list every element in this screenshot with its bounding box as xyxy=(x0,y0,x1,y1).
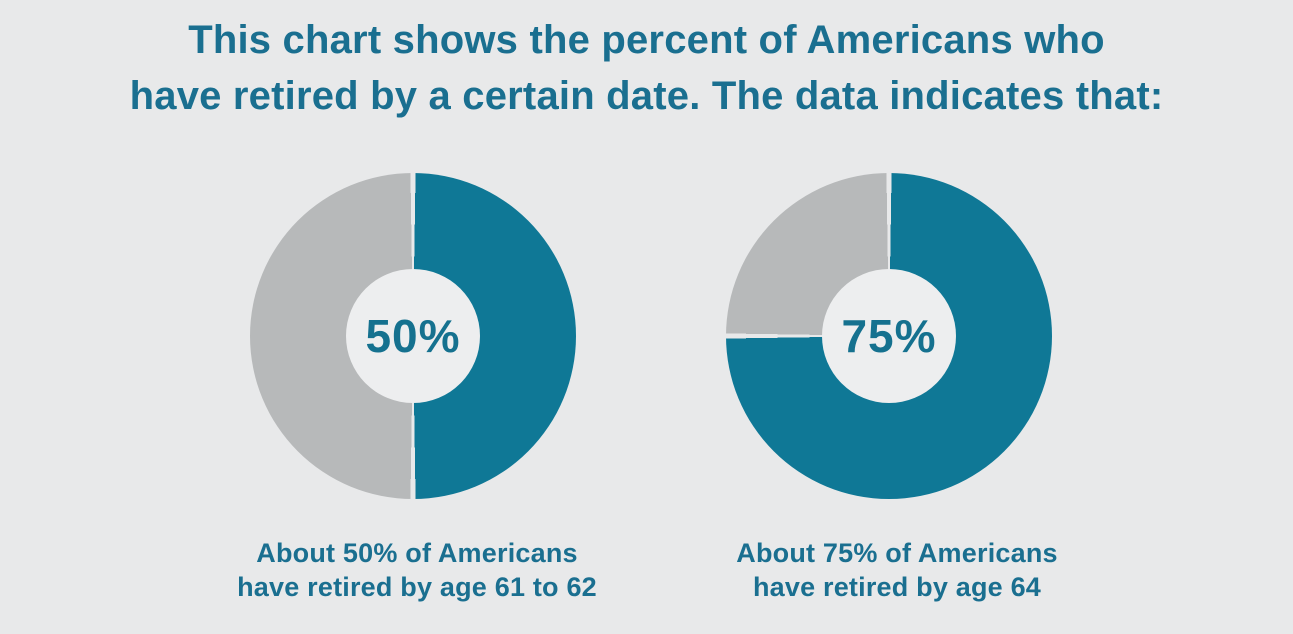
donut-caption-50pct: About 50% of Americans have retired by a… xyxy=(167,536,667,604)
donut-chart-retired-50pct: 50% xyxy=(250,173,576,499)
chart-title-line2: have retired by a certain date. The data… xyxy=(129,74,1164,118)
donut-percent-label: 75% xyxy=(841,310,937,362)
donut-hole: 50% xyxy=(346,269,480,403)
caption-line: About 75% of Americans xyxy=(736,538,1058,568)
caption-line: have retired by age 64 xyxy=(752,572,1042,602)
caption-line: About 50% of Americans xyxy=(256,538,578,568)
donut-percent-label: 50% xyxy=(365,310,461,362)
donut-caption-75pct: About 75% of Americans have retired by a… xyxy=(647,536,1147,604)
caption-line: have retired by age 61 to 62 xyxy=(237,572,597,602)
chart-title-line1: This chart shows the percent of American… xyxy=(188,18,1105,62)
chart-title: This chart shows the percent of American… xyxy=(0,12,1293,124)
donut-hole: 75% xyxy=(822,269,956,403)
donut-chart-retired-75pct: 75% xyxy=(726,173,1052,499)
